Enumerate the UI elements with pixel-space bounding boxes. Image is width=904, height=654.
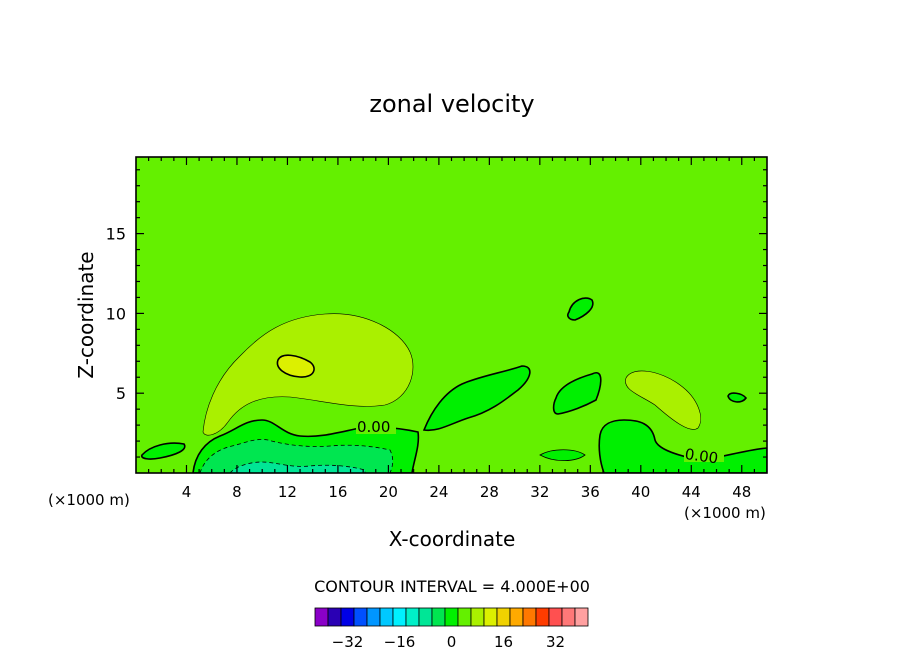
contour-label-bg <box>356 418 396 434</box>
contour-label: 0.00 <box>684 445 720 467</box>
colorbar-swatch <box>522 607 537 627</box>
colorbar-swatch <box>379 607 394 627</box>
contour-band-negative <box>422 365 531 432</box>
field-background <box>136 157 767 473</box>
contour-band-negative-3 <box>229 461 366 473</box>
x-tick-label: 24 <box>429 483 448 501</box>
colorbar-swatch <box>353 607 368 627</box>
x-tick-label: 12 <box>278 483 297 501</box>
x-tick-label: 20 <box>379 483 398 501</box>
colorbar: −32 −16 0 16 32 <box>314 607 589 651</box>
x-tick-label: 44 <box>682 483 701 501</box>
y-axis: 5 10 15 <box>106 169 767 458</box>
contour-field <box>140 297 767 473</box>
colorbar-swatch <box>470 607 485 627</box>
x-tick-label: 32 <box>530 483 549 501</box>
x-tick-label: 40 <box>631 483 650 501</box>
y-tick-label: 15 <box>106 225 126 244</box>
x-tick-label: 16 <box>328 483 347 501</box>
x-unit-right: (×1000 m) <box>684 504 766 522</box>
contour-band-negative <box>539 449 586 462</box>
colorbar-swatch <box>431 607 446 627</box>
x-unit-left: (×1000 m) <box>48 491 130 509</box>
contour-band-positive-core <box>276 354 315 378</box>
colorbar-swatch <box>561 607 576 627</box>
x-tick-label: 8 <box>232 483 242 501</box>
colorbar-swatch <box>444 607 459 627</box>
chart-title: zonal velocity <box>369 90 534 118</box>
contour-interval-text: CONTOUR INTERVAL = 4.000E+00 <box>314 577 590 596</box>
colorbar-tick-label: 32 <box>546 633 565 651</box>
colorbar-tick-label: 0 <box>447 633 457 651</box>
colorbar-swatch <box>392 607 407 627</box>
colorbar-swatch <box>483 607 498 627</box>
contour-band-negative <box>140 442 186 460</box>
colorbar-swatch <box>457 607 472 627</box>
x-tick-label: 4 <box>182 483 192 501</box>
colorbar-swatch <box>327 607 342 627</box>
y-tick-label: 5 <box>116 384 126 403</box>
x-axis: 4 8 12 16 20 24 28 32 36 40 44 48 <box>148 157 755 501</box>
colorbar-swatch <box>496 607 511 627</box>
contour-label: 0.00 <box>357 418 390 436</box>
colorbar-tick-label: −32 <box>332 633 364 651</box>
colorbar-swatch <box>366 607 381 627</box>
colorbar-swatch <box>340 607 355 627</box>
contour-band-positive-right <box>625 370 701 430</box>
colorbar-tick-label: 16 <box>494 633 513 651</box>
plot-area: 0.00 0.00 <box>135 156 768 474</box>
colorbar-swatch <box>314 607 329 627</box>
contour-band-negative <box>567 297 594 321</box>
x-axis-label: X-coordinate <box>389 527 516 551</box>
colorbar-swatch <box>405 607 420 627</box>
colorbar-swatch <box>418 607 433 627</box>
x-tick-label: 36 <box>581 483 600 501</box>
contour-band-negative <box>552 372 602 415</box>
contour-band-negative <box>727 392 747 403</box>
x-tick-label: 48 <box>732 483 751 501</box>
x-tick-label: 28 <box>480 483 499 501</box>
contour-label-bg <box>684 446 724 462</box>
y-tick-label: 10 <box>106 304 126 323</box>
colorbar-swatch <box>535 607 550 627</box>
colorbar-swatch <box>509 607 524 627</box>
colorbar-swatch <box>574 607 589 627</box>
y-axis-label: Z-coordinate <box>74 251 98 378</box>
colorbar-tick-label: −16 <box>384 633 416 651</box>
colorbar-swatch <box>548 607 563 627</box>
